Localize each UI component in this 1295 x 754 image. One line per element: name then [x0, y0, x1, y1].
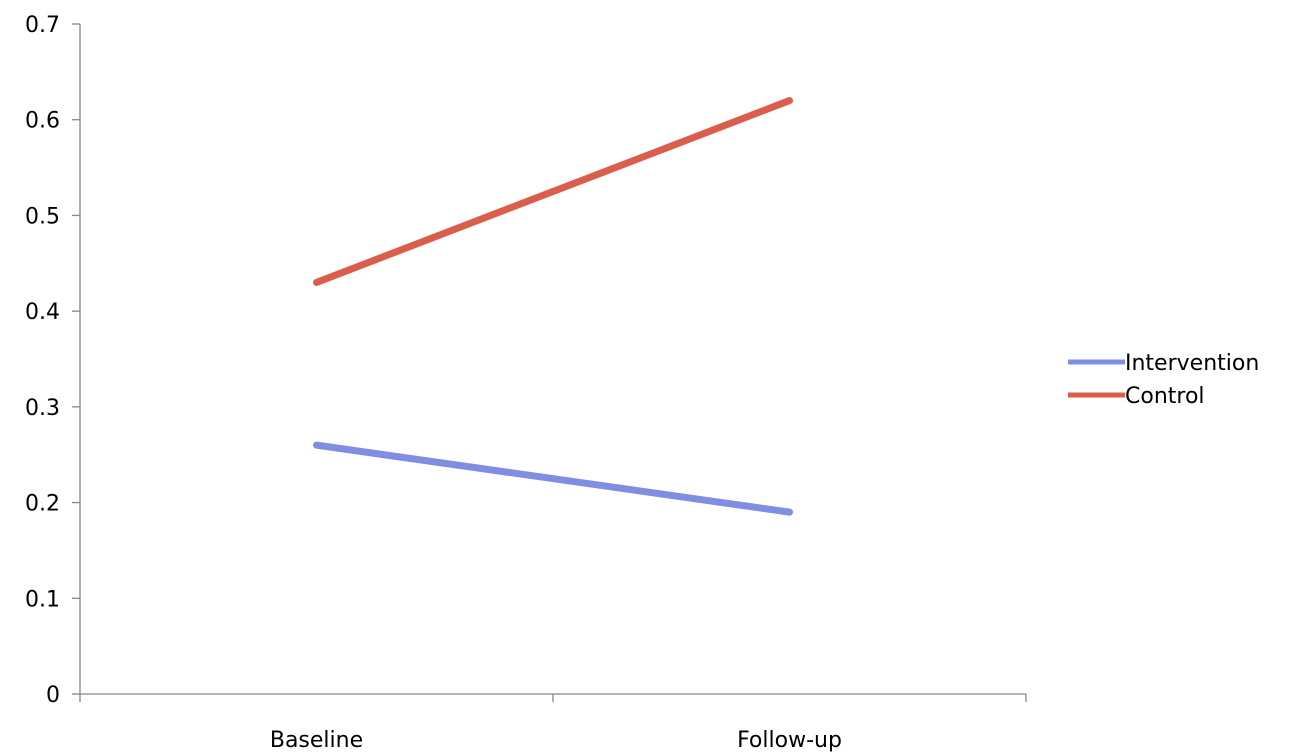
y-tick-label: 0.1	[25, 587, 60, 612]
x-tick-label: Follow-up	[737, 728, 842, 753]
y-tick-label: 0	[46, 683, 60, 708]
axes: 0 0.1 0.2 0.3 0.4 0.5 0.6 0.7 Baseline Follow-up	[25, 13, 1027, 753]
series-line-control	[313, 97, 793, 286]
y-tick-label: 0.4	[25, 300, 60, 325]
series-layer	[313, 97, 793, 516]
y-tick-label: 0.7	[25, 13, 60, 38]
y-tick-label: 0.2	[25, 492, 60, 517]
legend: Intervention Control	[1068, 351, 1259, 409]
y-tick-label: 0.5	[25, 204, 60, 229]
legend-label: Intervention	[1125, 351, 1259, 376]
x-tick-label: Baseline	[270, 728, 363, 753]
legend-label: Control	[1125, 384, 1205, 409]
series-line-intervention	[313, 441, 793, 516]
y-tick-label: 0.3	[25, 396, 60, 421]
y-tick-label: 0.6	[25, 109, 60, 134]
